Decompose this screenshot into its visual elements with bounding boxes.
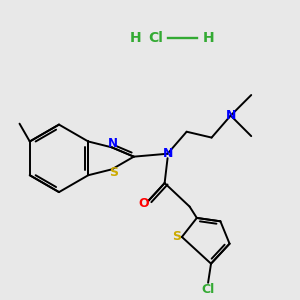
Text: N: N: [108, 137, 118, 150]
Text: N: N: [226, 109, 236, 122]
Text: Cl: Cl: [148, 31, 163, 45]
Text: S: S: [172, 230, 181, 244]
Text: N: N: [162, 147, 173, 160]
Text: O: O: [138, 196, 148, 209]
Text: H: H: [130, 31, 141, 45]
Text: H: H: [203, 31, 214, 45]
Text: S: S: [109, 166, 118, 179]
Text: Cl: Cl: [202, 283, 215, 296]
